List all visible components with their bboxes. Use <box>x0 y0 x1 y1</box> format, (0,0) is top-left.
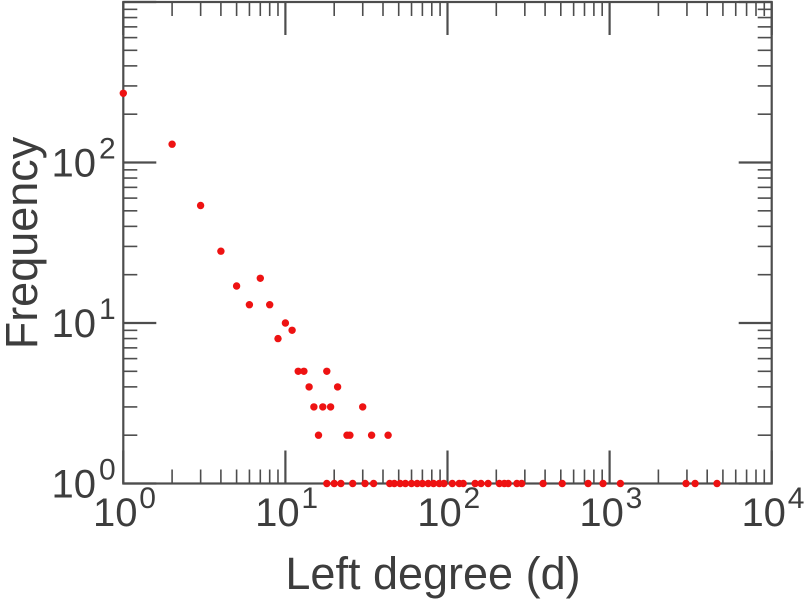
data-point <box>319 403 327 411</box>
data-point <box>168 140 176 148</box>
data-point <box>424 479 432 488</box>
x-tick-label: 10 <box>417 491 462 535</box>
data-point <box>471 479 479 488</box>
data-point <box>323 479 331 488</box>
x-tick-label-exponent: 4 <box>788 482 805 515</box>
data-point <box>346 431 354 439</box>
x-tick-label: 10 <box>93 491 138 535</box>
plot-frame <box>122 0 773 485</box>
data-point <box>245 301 254 309</box>
data-point <box>294 367 302 375</box>
data-point <box>359 403 367 411</box>
y-axis-label: Frequency <box>0 136 47 349</box>
data-point <box>349 479 357 488</box>
data-point <box>232 282 241 290</box>
data-point <box>367 431 376 439</box>
data-point <box>281 319 290 327</box>
tick-labels-layer: 10 0 10 1 10 2 10 3 10 410 010 110 2 <box>52 133 805 536</box>
x-tick-label-exponent: 3 <box>626 482 643 515</box>
data-point <box>440 479 448 488</box>
data-point <box>616 479 625 488</box>
data-point <box>217 247 225 255</box>
data-point <box>305 383 313 391</box>
y-tick-label-exponent: 1 <box>99 293 116 326</box>
x-tick-label: 10 <box>579 491 624 535</box>
x-tick-label: 10 <box>255 491 300 535</box>
x-axis-label: Left degree (d) <box>285 548 580 599</box>
data-point <box>418 479 427 488</box>
data-point <box>361 479 369 488</box>
data-point <box>300 367 308 375</box>
y-tick-label: 10 <box>52 463 97 507</box>
y-tick-label-exponent: 2 <box>99 133 116 166</box>
data-point <box>407 479 416 488</box>
x-tick-label-exponent: 2 <box>464 482 481 515</box>
data-point <box>326 403 335 411</box>
data-point <box>384 431 392 439</box>
data-point <box>390 479 398 488</box>
data-point <box>310 403 318 411</box>
data-point <box>504 479 512 488</box>
data-point <box>119 89 128 98</box>
data-point <box>539 479 547 488</box>
x-tick-label-exponent: 1 <box>301 482 318 515</box>
data-point <box>369 479 378 488</box>
data-point <box>448 479 456 488</box>
data-point <box>558 479 566 488</box>
y-tick-label: 10 <box>52 302 97 346</box>
data-point <box>477 479 485 488</box>
data-point <box>266 301 274 309</box>
data-point <box>401 479 410 488</box>
data-point <box>196 201 205 210</box>
data-point <box>682 479 690 488</box>
data-point <box>314 431 323 439</box>
y-tick-label: 10 <box>52 142 97 186</box>
data-point <box>413 479 421 488</box>
data-points-layer <box>119 89 721 488</box>
data-point <box>330 479 338 488</box>
data-point <box>288 326 296 334</box>
data-point <box>429 479 438 488</box>
data-point <box>713 479 721 488</box>
data-point <box>337 479 345 488</box>
data-point <box>484 479 492 488</box>
data-point <box>396 479 404 488</box>
data-point <box>256 274 264 282</box>
data-point <box>274 334 282 343</box>
data-point <box>584 479 592 488</box>
data-point <box>323 367 331 375</box>
data-point <box>518 479 526 488</box>
ticks-layer <box>122 0 773 485</box>
data-point <box>599 479 607 488</box>
x-tick-label-exponent: 0 <box>139 482 156 515</box>
data-point <box>333 383 342 391</box>
data-point <box>691 479 699 488</box>
data-point <box>459 479 467 488</box>
x-tick-label: 10 <box>741 491 786 535</box>
y-tick-label-exponent: 0 <box>99 454 116 487</box>
